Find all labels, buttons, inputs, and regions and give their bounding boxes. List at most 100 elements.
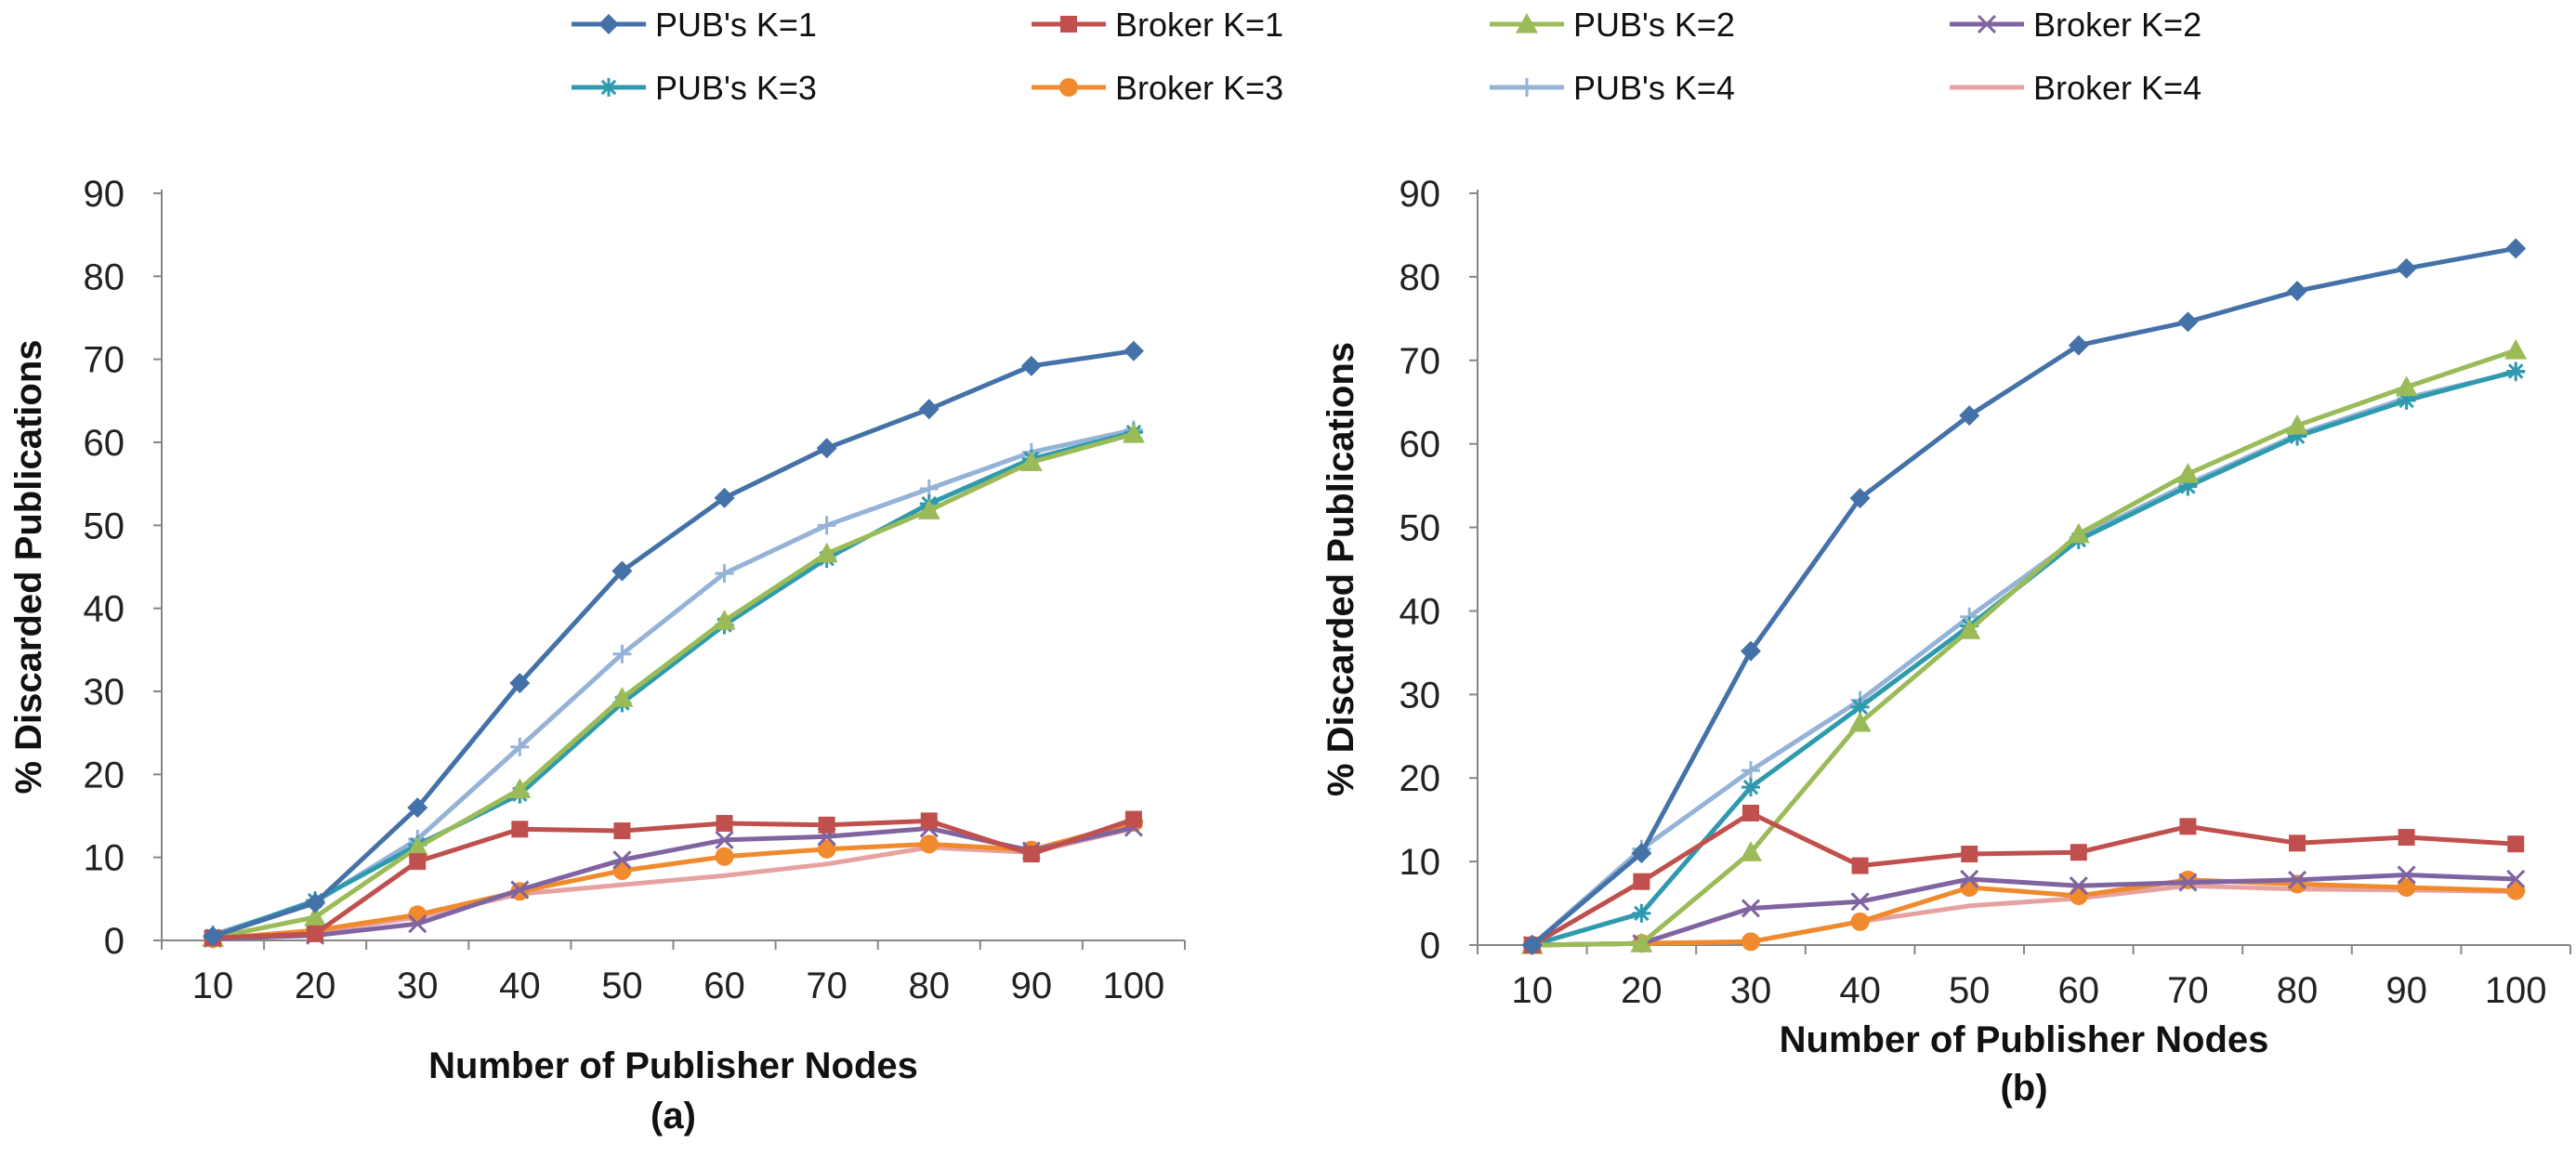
y-tick-label: 40 [84, 589, 125, 630]
legend-label-pub-s-k-2: PUB's K=2 [1573, 6, 1735, 44]
chart-caption: (a) [651, 1096, 696, 1136]
legend-item-broker-k-2: Broker K=2 [1950, 6, 2201, 44]
data-point [2069, 886, 2088, 905]
series-line-broker-k-3 [1531, 877, 2517, 948]
x-tick-label: 50 [601, 966, 643, 1006]
series-line-broker-k-1 [213, 817, 1135, 940]
data-point [1848, 711, 1872, 732]
series-broker-k-1 [204, 810, 1142, 947]
data-point [407, 797, 428, 819]
data-point [409, 853, 427, 871]
y-axis-title: % Discarded Publications [8, 339, 49, 794]
data-point [2289, 834, 2306, 852]
series-pub-s-k-1 [1521, 238, 2527, 955]
legend-marker-pub-s-k-3 [599, 78, 618, 97]
x-tick-label: 30 [397, 966, 439, 1006]
data-point [2178, 870, 2198, 889]
x-tick-label: 50 [1949, 970, 1991, 1011]
data-point [1850, 697, 1870, 716]
data-point [613, 822, 631, 840]
data-point [1741, 640, 1761, 662]
legend-marker-pub-s-k-4 [1518, 78, 1536, 97]
data-point [817, 839, 836, 859]
data-point [1123, 340, 1144, 361]
y-tick-label: 20 [1400, 758, 1441, 799]
series-line-pub-s-k-3 [212, 429, 1135, 939]
data-point [1849, 488, 1871, 509]
data-point [1850, 912, 1870, 931]
data-point [508, 778, 532, 799]
y-axis-title: % Discarded Publications [1321, 342, 1361, 796]
data-point [510, 880, 530, 900]
data-point [2397, 877, 2416, 897]
y-tick-label: 80 [84, 256, 125, 297]
data-point [2068, 335, 2089, 356]
data-point [715, 564, 734, 584]
data-point [2398, 829, 2415, 847]
legend-label-broker-k-2: Broker K=2 [2033, 6, 2201, 44]
legend-item-pub-s-k-3: PUB's K=3 [572, 69, 817, 107]
data-point [2505, 238, 2527, 259]
x-tick-label: 80 [909, 966, 951, 1006]
series-line-broker-k-4 [1531, 883, 2517, 948]
data-point [715, 830, 734, 849]
chart-b: 0 10 20 30 40 50 60 70 80 90 10 20 30 40 50 60 70 80 90 100… [1321, 174, 2571, 1109]
y-tick-label: 0 [104, 921, 125, 962]
data-point [2178, 477, 2198, 496]
y-tick-label: 30 [1400, 675, 1441, 716]
legend: PUB's K=1 Broker K=1 PUB's K=2 Broker K=2 PU… [572, 6, 2201, 107]
data-point [713, 610, 736, 630]
data-point [919, 834, 939, 854]
data-point [1850, 892, 1870, 912]
data-point [2179, 818, 2197, 835]
data-point [816, 438, 837, 459]
y-tick-label: 0 [1420, 926, 1440, 966]
x-tick-label: 100 [1103, 966, 1165, 1006]
y-tick-label: 50 [84, 506, 125, 546]
data-point [920, 812, 938, 830]
data-point [815, 542, 838, 563]
data-point [917, 499, 940, 519]
data-point [2506, 361, 2526, 381]
series-pub-s-k-1 [203, 340, 1144, 947]
y-tick-label: 80 [1400, 257, 1441, 298]
data-point [1630, 932, 1653, 952]
legend-marker-pub-s-k-2 [1516, 13, 1538, 33]
data-point [2396, 257, 2417, 279]
data-point [612, 850, 632, 870]
data-point [2288, 427, 2307, 446]
legend-label-broker-k-1: Broker K=1 [1115, 6, 1283, 44]
series-pub-s-k-2 [202, 423, 1145, 947]
chart-caption: (b) [2000, 1068, 2047, 1109]
series-pub-s-k-3 [1522, 361, 2526, 954]
data-point [2395, 375, 2418, 397]
x-tick-label: 40 [499, 966, 541, 1006]
data-point [406, 835, 429, 857]
data-point [2176, 463, 2200, 483]
series-broker-k-2 [1522, 865, 2526, 955]
data-point [511, 821, 529, 838]
y-tick-label: 40 [1400, 591, 1441, 632]
legend-marker-broker-k-2 [1977, 14, 1997, 34]
legend-item-broker-k-1: Broker K=1 [1032, 6, 1283, 44]
y-tick-label: 50 [1400, 508, 1441, 549]
data-point [2287, 281, 2307, 302]
data-point [2504, 338, 2528, 360]
series-line-broker-k-3 [212, 820, 1135, 941]
data-point [1741, 761, 1760, 781]
series-line-pub-s-k-2 [212, 431, 1135, 940]
x-tick-label: 70 [806, 966, 848, 1006]
data-point [611, 687, 634, 707]
y-tick-label: 20 [84, 755, 125, 795]
legend-marker-pub-s-k-1 [598, 14, 619, 34]
x-axis-title: Number of Publisher Nodes [428, 1045, 918, 1086]
series-line-pub-s-k-2 [1531, 348, 2517, 948]
data-point [1741, 778, 1760, 797]
x-tick-label: 30 [1730, 970, 1772, 1011]
legend-item-pub-s-k-1: PUB's K=1 [572, 6, 817, 44]
data-point [2177, 311, 2199, 333]
data-point [817, 516, 836, 535]
data-point [1019, 451, 1043, 472]
legend-item-broker-k-4: Broker K=4 [1950, 69, 2201, 107]
data-point [509, 673, 531, 694]
